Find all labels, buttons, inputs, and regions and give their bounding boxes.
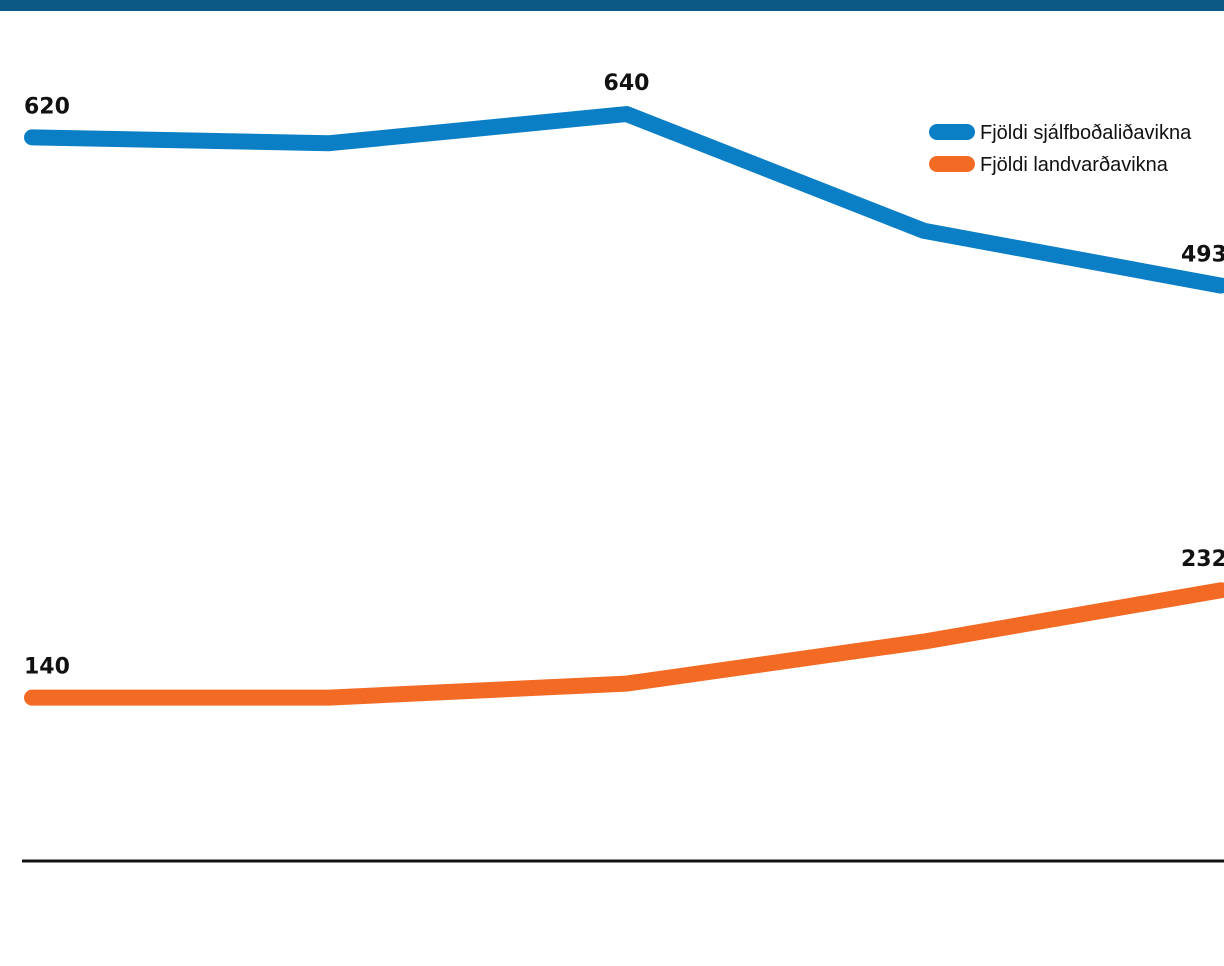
data-label: 620 [24, 94, 70, 119]
data-label: 140 [24, 655, 70, 680]
legend-item: Fjöldi landvarðavikna [929, 154, 1169, 176]
data-label: 493 [1181, 243, 1224, 268]
data-label: 640 [604, 71, 650, 96]
data-labels: 620 640 493 140 232 [24, 71, 1224, 680]
legend: Fjöldi sjálfboðaliðavikna Fjöldi landvar… [929, 122, 1192, 176]
legend-item: Fjöldi sjálfboðaliðavikna [929, 122, 1192, 144]
series-line-1 [24, 582, 1224, 706]
header-bar [0, 0, 1224, 11]
series-layer [24, 106, 1224, 706]
data-label: 232 [1181, 547, 1224, 572]
legend-label: Fjöldi landvarðavikna [980, 154, 1169, 176]
series-line-0 [24, 106, 1224, 294]
legend-label: Fjöldi sjálfboðaliðavikna [980, 122, 1192, 144]
